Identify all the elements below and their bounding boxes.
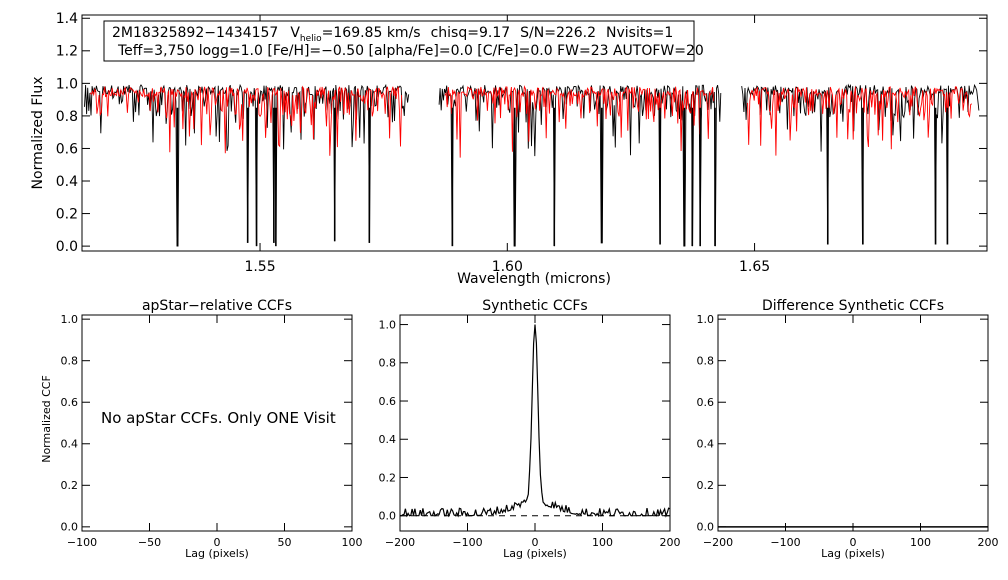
apstar-ccf-panel: −100 −50 0 50 100 0.0 0.2 0.4 0.6 0.8 1.0 apStar−r… [40, 298, 363, 560]
apstar-ytick-label: 0.8 [61, 355, 79, 368]
spectrum-ytick-label: 1.0 [56, 76, 78, 92]
difference-xtick-label: 0 [850, 536, 857, 549]
apstar-xtick-label: −100 [67, 536, 97, 549]
spectrum-ytick-label: 0.8 [56, 109, 78, 125]
spectrum-synthetic-chip-1 [90, 85, 403, 156]
annotation-line-2: Teff=3,750 logg=1.0 [Fe/H]=−0.50 [alpha/… [117, 43, 704, 59]
apstar-ticks: −100 −50 0 50 100 0.0 0.2 0.4 0.6 0.8 1.0 [61, 313, 363, 549]
synthetic-xtick-label: 200 [660, 536, 681, 549]
apstar-ytick-label: 0.0 [61, 521, 79, 534]
synthetic-ytick-label: 0.2 [379, 471, 397, 484]
synthetic-xtick-label: −100 [452, 536, 482, 549]
nvisits-value: Nvisits=1 [606, 25, 673, 41]
apstar-xtick-label: −50 [138, 536, 161, 549]
difference-ytick-label: 0.6 [697, 396, 715, 409]
difference-xtick-label: −200 [703, 536, 733, 549]
spectrum-synthetic-chip-3 [747, 86, 973, 156]
synthetic-xtick-label: 0 [532, 536, 539, 549]
chisq-value: chisq=9.17 [431, 25, 511, 41]
spectrum-x-axis-label: Wavelength (microns) [457, 271, 611, 287]
synthetic-x-axis-label: Lag (pixels) [503, 547, 567, 560]
spectrum-observed-chip-1 [84, 83, 410, 247]
vhelio-value: =169.85 km/s [322, 25, 421, 41]
difference-xtick-label: 200 [978, 536, 999, 549]
spectrum-ytick-label: 1.2 [56, 44, 78, 60]
synthetic-xtick-label: −200 [385, 536, 415, 549]
difference-plot-frame [717, 314, 989, 532]
difference-ccf-panel: −200 −100 0 100 200 0.0 0.2 0.4 0.6 0.8 1.0 Differ… [697, 298, 999, 560]
spectrum-data-layer [84, 83, 980, 247]
spectrum-ytick-label: 0.4 [56, 174, 78, 190]
synthetic-ytick-label: 0.0 [379, 510, 397, 523]
spectrum-observed-chip-3 [741, 83, 980, 245]
spectrum-ytick-label: 0.2 [56, 206, 78, 222]
annotation-line-1: 2M18325892−1434157 Vhelio=169.85 km/s chis… [112, 25, 673, 44]
difference-ytick-label: 0.0 [697, 521, 715, 534]
apstar-ytick-label: 0.6 [61, 396, 79, 409]
difference-x-axis-label: Lag (pixels) [821, 547, 885, 560]
synthetic-ytick-label: 1.0 [379, 318, 397, 331]
spectrum-ytick-label: 0.6 [56, 141, 78, 157]
synthetic-plot-frame [399, 314, 671, 532]
difference-ytick-label: 0.8 [697, 355, 715, 368]
synthetic-ccf-panel: −200 −100 0 100 200 0.0 0.2 0.4 0.6 0.8 1.0 Synthe… [379, 298, 681, 560]
spectrum-panel: 1.55 1.60 1.65 0.0 0.2 0.4 0.6 0.8 1.0 1.2 1.4 2M1… [30, 11, 988, 287]
synthetic-ytick-label: 0.4 [379, 433, 397, 446]
spectrum-xtick-label: 1.55 [244, 259, 275, 275]
star-id: 2M18325892−1434157 [112, 25, 278, 41]
synthetic-ccf-line [400, 324, 671, 518]
difference-xtick-label: −100 [770, 536, 800, 549]
apstar-xtick-label: 0 [214, 536, 221, 549]
apstar-ytick-label: 1.0 [61, 313, 79, 326]
synthetic-ticks: −200 −100 0 100 200 0.0 0.2 0.4 0.6 0.8 1.0 [379, 315, 681, 549]
annotation-box [103, 20, 695, 62]
difference-ytick-label: 0.2 [697, 479, 715, 492]
apstar-xtick-label: 100 [342, 536, 363, 549]
spectrum-ytick-label: 1.4 [56, 11, 78, 27]
difference-ticks: −200 −100 0 100 200 0.0 0.2 0.4 0.6 0.8 1.0 [697, 313, 999, 549]
apstar-title: apStar−relative CCFs [142, 298, 292, 314]
synthetic-ccf-data-layer [400, 324, 671, 518]
apstar-message: No apStar CCFs. Only ONE Visit [101, 409, 336, 427]
spectrum-xtick-label: 1.60 [492, 259, 523, 275]
difference-title: Difference Synthetic CCFs [762, 298, 944, 314]
spectrum-xtick-label: 1.65 [739, 259, 770, 275]
sn-value: S/N=226.2 [520, 25, 596, 41]
difference-ytick-label: 1.0 [697, 313, 715, 326]
difference-xtick-label: 100 [910, 536, 931, 549]
vhelio-label: V [290, 25, 300, 41]
difference-ytick-label: 0.4 [697, 438, 715, 451]
synthetic-ytick-label: 0.6 [379, 395, 397, 408]
apstar-x-axis-label: Lag (pixels) [185, 547, 249, 560]
synthetic-ytick-label: 0.8 [379, 357, 397, 370]
spectrum-plot-frame [81, 14, 988, 252]
apstar-ytick-label: 0.2 [61, 479, 79, 492]
synthetic-title: Synthetic CCFs [482, 298, 587, 314]
apstar-ytick-label: 0.4 [61, 438, 79, 451]
spectrum-synthetic-chip-2 [444, 85, 715, 158]
apstar-xtick-label: 50 [278, 536, 292, 549]
spectrum-ticks: 1.55 1.60 1.65 0.0 0.2 0.4 0.6 0.8 1.0 1.2 1.4 [56, 11, 987, 275]
apstar-y-axis-label: Normalized CCF [40, 375, 53, 463]
synthetic-xtick-label: 100 [592, 536, 613, 549]
vhelio-subscript: helio [300, 34, 322, 44]
spectrum-ytick-label: 0.0 [56, 239, 78, 255]
spectrum-y-axis-label: Normalized Flux [30, 77, 46, 190]
